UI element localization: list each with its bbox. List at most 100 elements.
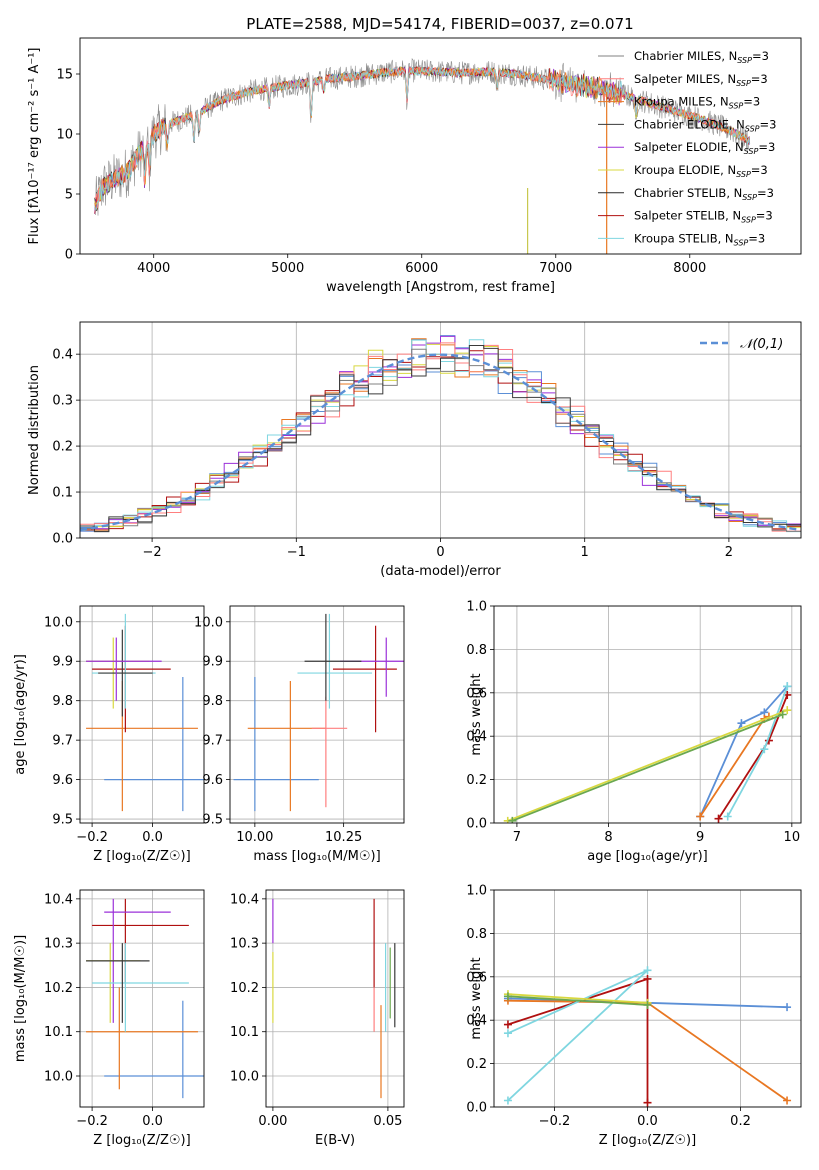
x-tick-label: 8000 <box>673 261 706 276</box>
panel-residuals: −2 −1 0 1 2 0.0 0.1 0.2 0.3 0.4 (data-model)/error… <box>27 321 802 579</box>
y-tick-label: 0.8 <box>466 643 487 658</box>
legend-suffix: =3 <box>751 72 768 86</box>
legend-entry: Salpeter MILES, NSSP=3 <box>634 72 768 88</box>
legend-suffix: =3 <box>748 231 765 245</box>
legend-entry: Kroupa ELODIE, NSSP=3 <box>634 163 768 179</box>
x-axis-label: E(B-V) <box>315 1133 355 1148</box>
y-tick-label: 0.6 <box>466 686 487 701</box>
x-tick-label: −0.2 <box>539 1114 571 1129</box>
plot-area-massweight-vs-Z <box>494 890 801 1107</box>
y-tick-label: 0.0 <box>466 1101 487 1116</box>
plot-area-massweight-vs-age <box>494 606 801 823</box>
axes-frame <box>79 321 802 539</box>
panel-mass-vs-EBV: 0.00 0.05 10.0 10.1 10.2 10.3 10.4 E(B-V) <box>230 889 405 1148</box>
legend-text: Salpeter MILES, N <box>634 72 736 86</box>
y-axis-label: mass weight <box>469 957 484 1039</box>
y-tick-label: 10.2 <box>44 981 73 996</box>
spectrum-line-8 <box>94 66 750 212</box>
weight-marker <box>714 814 723 823</box>
y-tick-label: 9.6 <box>52 773 73 788</box>
x-axis-label: age [log₁₀(age/yr)] <box>587 849 708 864</box>
x-tick-label: 10.00 <box>236 830 273 845</box>
x-tick-label: −2 <box>143 545 162 560</box>
y-tick-label: 0.2 <box>466 773 487 788</box>
x-tick-label: 10.25 <box>325 830 362 845</box>
legend-text: Chabrier STELIB, N <box>634 186 742 200</box>
axes-frame <box>79 37 802 255</box>
x-tick-label: 8 <box>604 830 612 845</box>
y-tick-label: 0.1 <box>52 486 73 501</box>
y-axis-label: Normed distribution <box>27 365 42 495</box>
legend-sub: SSP <box>741 216 756 225</box>
y-tick-label: 9.9 <box>202 655 223 670</box>
panel-massweight-vs-age: 7 8 9 10 0.0 0.2 0.4 0.6 0.8 1.0 age [log₁₀(age/yr… <box>466 600 802 864</box>
y-tick-label: 10.3 <box>230 937 259 952</box>
weight-marker <box>760 745 769 754</box>
legend-suffix: =3 <box>752 49 769 63</box>
x-axis-label: mass [log₁₀(M/M☉)] <box>253 849 380 864</box>
plot-area-mass-vs-Z <box>80 890 204 1107</box>
y-tick-label: 0.4 <box>466 1014 487 1029</box>
legend-sub: SSP <box>736 170 751 179</box>
x-tick-label: 0 <box>436 545 444 560</box>
x-tick-label: 0.0 <box>142 830 163 845</box>
weight-marker <box>783 1096 792 1105</box>
y-tick-label: 0.8 <box>466 927 487 942</box>
y-tick-label: 10.4 <box>44 892 73 907</box>
x-tick-label: 4000 <box>137 261 170 276</box>
x-tick-label: −0.2 <box>76 1114 108 1129</box>
legend-entry: Chabrier ELODIE, NSSP=3 <box>634 117 776 133</box>
legend-entry: Salpeter STELIB, NSSP=3 <box>634 209 773 225</box>
y-tick-label: 10.3 <box>44 937 73 952</box>
panel-spectrum: 4000 5000 6000 7000 8000 0 5 10 15 wavelength [An… <box>27 37 802 295</box>
legend-text: Chabrier ELODIE, N <box>634 117 745 131</box>
y-tick-label: 5 <box>65 188 73 203</box>
legend-text: Kroupa MILES, N <box>634 95 729 109</box>
axes-frame <box>229 605 405 824</box>
weight-line-4 <box>507 993 648 1004</box>
weight-marker <box>723 812 732 821</box>
legend-sub: SSP <box>744 147 759 156</box>
legend-entry: Kroupa STELIB, NSSP=3 <box>634 231 765 247</box>
weight-marker <box>643 1001 652 1010</box>
x-tick-label: −1 <box>287 545 306 560</box>
weight-line-3 <box>726 685 789 817</box>
x-axis-label: Z [log₁₀(Z/Z☉)] <box>93 849 190 864</box>
y-tick-label: 9.6 <box>202 773 223 788</box>
y-tick-label: 1.0 <box>466 884 487 899</box>
weight-marker <box>783 1003 792 1012</box>
legend-suffix: =3 <box>760 117 777 131</box>
axes-frame <box>493 889 802 1108</box>
plot-area-mass-vs-EBV <box>266 890 404 1107</box>
x-axis-label: wavelength [Angstrom, rest frame] <box>326 280 555 295</box>
panel-age-vs-Z: −0.2 0.0 9.5 9.6 9.7 9.8 9.9 10.0 Z [log₁₀(Z/Z☉)… <box>13 605 205 864</box>
y-tick-label: 9.8 <box>202 694 223 709</box>
y-tick-label: 1.0 <box>466 600 487 615</box>
weight-marker <box>503 992 512 1001</box>
axes-frame <box>265 889 405 1108</box>
legend-text: Chabrier MILES, N <box>634 49 737 63</box>
legend-entry: Chabrier MILES, NSSP=3 <box>634 49 769 65</box>
plot-area-age-vs-mass <box>230 606 404 823</box>
y-tick-label: 10.0 <box>44 615 73 630</box>
y-tick-label: 0.2 <box>52 440 73 455</box>
y-tick-label: 10.0 <box>230 1070 259 1085</box>
legend-suffix: =3 <box>751 163 768 177</box>
weight-line-4 <box>507 709 788 822</box>
weight-marker <box>503 1020 512 1029</box>
axes-frame <box>493 605 802 824</box>
histogram-8 <box>80 344 801 532</box>
y-tick-label: 9.7 <box>52 734 73 749</box>
y-axis-label: mass [log₁₀(M/M☉)] <box>13 935 28 1062</box>
gaussian-curve <box>80 353 799 532</box>
legend-sub: SSP <box>737 56 752 65</box>
weight-line-5 <box>511 713 784 822</box>
legend-entry: Salpeter ELODIE, NSSP=3 <box>634 140 775 156</box>
legend-entry: 𝒩(0,1) <box>740 337 783 352</box>
x-tick-label: 2 <box>725 545 733 560</box>
x-tick-label: 0.0 <box>637 1114 658 1129</box>
legend-entry: Kroupa MILES, NSSP=3 <box>634 95 760 111</box>
legend-sub: SSP <box>736 79 751 88</box>
y-tick-label: 0.0 <box>52 532 73 547</box>
